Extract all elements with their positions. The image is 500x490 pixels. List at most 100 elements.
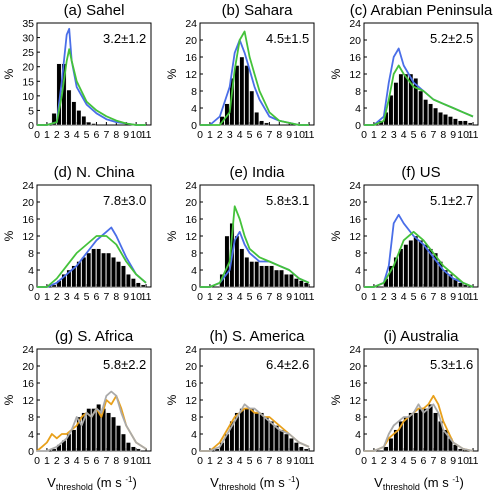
- x-tick-label: 10: [457, 129, 469, 141]
- y-tick-label: 25: [22, 47, 34, 59]
- series-line-orange: [200, 407, 310, 452]
- x-tick-label: 11: [468, 129, 479, 141]
- y-tick-label: 35: [22, 18, 34, 30]
- histogram-bar: [259, 412, 265, 452]
- y-tick-label: 8: [28, 412, 34, 424]
- panel-title: (e) India: [229, 164, 285, 181]
- histogram-bar: [239, 248, 245, 288]
- x-tick-label: 8: [440, 129, 446, 141]
- x-tick-label: 10: [457, 455, 469, 467]
- mean-std-annotation: 5.3±1.6: [430, 357, 473, 372]
- mean-std-annotation: 5.2±2.5: [430, 31, 473, 46]
- y-tick-label: 0: [355, 282, 361, 294]
- histogram-bar: [443, 429, 448, 452]
- histogram-bar: [254, 261, 260, 288]
- panel-title: (g) S. Africa: [55, 328, 134, 345]
- y-tick-label: 16: [349, 214, 361, 226]
- y-tick-label: 24: [185, 344, 197, 356]
- x-axis-label: Vthreshold (m s -1): [374, 475, 464, 490]
- x-tick-label: 5: [247, 455, 253, 467]
- x-tick-label: 1: [371, 291, 377, 303]
- x-tick-label: 11: [141, 455, 152, 467]
- y-tick-label: 0: [355, 120, 361, 132]
- y-tick-label: 4: [28, 265, 34, 277]
- mean-std-annotation: 5.8±3.1: [266, 193, 309, 208]
- x-tick-label: 6: [94, 129, 100, 141]
- y-axis-label: %: [329, 394, 343, 405]
- panel-title: (b) Sahara: [222, 2, 294, 19]
- y-tick-label: 24: [22, 180, 34, 192]
- x-tick-label: 0: [197, 129, 203, 141]
- y-tick-label: 16: [185, 378, 197, 390]
- x-tick-label: 7: [430, 455, 436, 467]
- y-axis-label: %: [165, 394, 179, 405]
- y-tick-label: 0: [355, 446, 361, 458]
- x-tick-label: 3: [227, 129, 233, 141]
- histogram-bar: [448, 116, 453, 126]
- y-tick-label: 20: [22, 62, 34, 74]
- histogram-bar: [244, 65, 250, 126]
- histogram-bar: [398, 421, 404, 452]
- y-tick-label: 16: [22, 378, 34, 390]
- histogram-bar: [403, 244, 409, 288]
- x-tick-label: 4: [237, 455, 243, 467]
- x-tick-label: 5: [411, 129, 417, 141]
- y-axis-label: %: [329, 68, 343, 79]
- histogram-bar: [61, 274, 67, 288]
- histogram-bar: [457, 120, 463, 126]
- histogram-bar: [457, 282, 463, 288]
- mean-std-annotation: 6.4±2.6: [266, 357, 309, 372]
- x-tick-label: 10: [130, 129, 142, 141]
- histogram-bar: [224, 235, 230, 288]
- y-tick-label: 12: [185, 69, 197, 81]
- histogram-bar: [398, 73, 404, 126]
- histogram-bar: [413, 78, 419, 126]
- histogram-bar: [121, 265, 126, 288]
- x-tick-label: 0: [34, 129, 40, 141]
- x-tick-label: 9: [123, 455, 129, 467]
- histogram-bar: [393, 82, 399, 126]
- histogram-bar: [462, 120, 468, 126]
- y-tick-label: 8: [355, 86, 361, 98]
- y-tick-label: 24: [185, 18, 197, 30]
- histogram-bar: [76, 416, 82, 452]
- panel-title: (f) US: [401, 164, 440, 181]
- x-tick-label: 0: [361, 129, 367, 141]
- histogram-bar: [423, 244, 429, 288]
- x-tick-label: 6: [94, 291, 100, 303]
- histogram-bar: [126, 274, 131, 288]
- x-tick-label: 11: [468, 455, 479, 467]
- histogram-bar: [408, 412, 414, 452]
- y-tick-label: 16: [349, 52, 361, 64]
- mean-std-annotation: 3.2±1.2: [103, 31, 146, 46]
- histogram-bar: [259, 120, 265, 126]
- histogram-bar: [279, 269, 284, 288]
- y-tick-label: 16: [22, 214, 34, 226]
- x-tick-label: 10: [293, 291, 305, 303]
- histogram-bar: [96, 404, 102, 452]
- histogram-bar: [433, 107, 438, 126]
- panel-title: (h) S. America: [209, 328, 305, 345]
- x-tick-label: 8: [113, 455, 119, 467]
- x-tick-label: 4: [237, 291, 243, 303]
- histogram-bar: [388, 265, 394, 288]
- x-tick-label: 9: [123, 291, 129, 303]
- y-axis-label: %: [165, 230, 179, 241]
- histogram-bar: [106, 412, 111, 452]
- x-tick-label: 2: [381, 129, 387, 141]
- x-tick-label: 4: [74, 455, 80, 467]
- histogram-bar: [443, 269, 448, 288]
- histogram-bar: [264, 265, 269, 288]
- histogram-bar: [388, 95, 394, 126]
- histogram-bar: [289, 274, 294, 288]
- x-tick-label: 3: [391, 291, 397, 303]
- histogram-bar: [467, 122, 473, 126]
- histogram-bar: [413, 412, 419, 452]
- x-tick-label: 4: [401, 291, 407, 303]
- histogram-bar: [438, 112, 443, 126]
- histogram-bar: [86, 121, 92, 126]
- x-tick-label: 0: [197, 291, 203, 303]
